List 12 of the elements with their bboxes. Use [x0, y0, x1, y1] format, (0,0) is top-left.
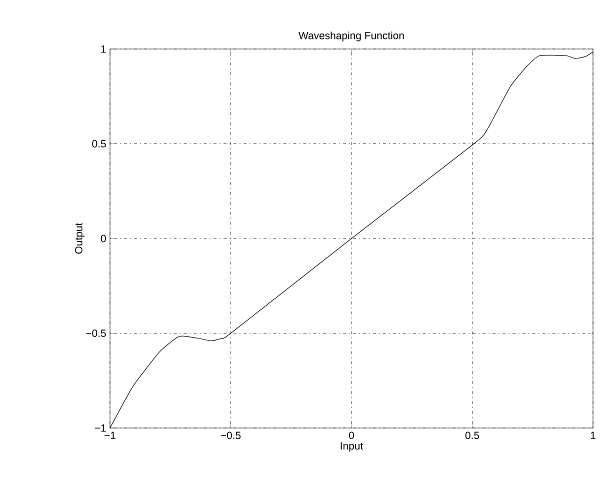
x-tick-label: 1: [590, 432, 596, 439]
x-tick-label: −0.5: [220, 432, 241, 440]
x-tick-label: 0: [349, 432, 354, 440]
x-axis-title: Input: [340, 442, 364, 452]
y-axis-title: Output: [75, 222, 84, 254]
x-tick-label: 0.5: [465, 432, 480, 440]
y-tick-label: −1: [94, 424, 106, 432]
y-tick-label: 0.5: [92, 140, 106, 148]
y-tick-label: 0: [100, 234, 106, 242]
y-tick-label: 1: [101, 45, 106, 53]
chart-title: Waveshaping Function: [298, 32, 404, 42]
y-tick-label: −0.5: [86, 330, 106, 337]
